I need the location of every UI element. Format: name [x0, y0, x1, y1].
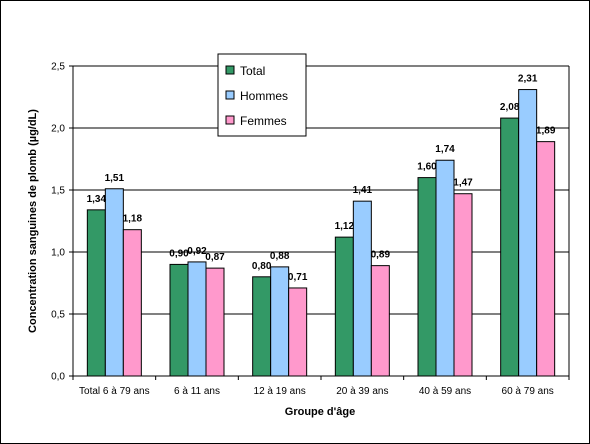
axes	[69, 65, 570, 380]
legend: Total Hommes Femmes	[217, 53, 307, 137]
y-tick-label: 0,0	[51, 372, 65, 383]
x-tick-labels: Total 6 à 79 ans 6 à 11 ans 12 à 19 ans 20 …	[79, 386, 554, 397]
data-label: 1,12	[335, 221, 355, 232]
bar-total	[86, 209, 106, 377]
legend-entry: Femmes	[240, 114, 287, 128]
bar-hommes	[518, 89, 538, 377]
x-axis-title: Groupe d'âge	[285, 406, 355, 418]
bar-femmes	[370, 265, 390, 377]
y-tick-label: 2,5	[51, 62, 65, 73]
data-label: 1,74	[435, 144, 455, 155]
data-label: 1,51	[105, 173, 125, 184]
data-label: 0,80	[252, 261, 272, 272]
bar-hommes	[352, 200, 372, 377]
y-axis-title: Concentration sanguines de plomb (µg/dL)	[27, 109, 39, 333]
bar-femmes	[205, 267, 225, 377]
legend-swatch-hommes	[225, 90, 235, 100]
bar-femmes	[536, 141, 556, 377]
data-label: 0,90	[169, 248, 189, 259]
bar-total	[252, 276, 272, 377]
legend-swatch-femmes	[225, 115, 235, 125]
x-tick-label: 20 à 39 ans	[336, 386, 388, 397]
legend-swatch-total	[225, 65, 235, 75]
data-label: 1,60	[417, 162, 437, 173]
x-tick-label: Total 6 à 79 ans	[79, 386, 150, 397]
data-label: 1,18	[123, 214, 143, 225]
data-label: 0,89	[371, 250, 391, 261]
y-tick-labels: 0,0 0,5 1,0 1,5 2,0 2,5	[51, 62, 65, 383]
bar-hommes	[435, 159, 455, 377]
x-tick-label: 40 à 59 ans	[419, 386, 471, 397]
legend-entry: Hommes	[240, 89, 288, 103]
data-label: 2,31	[518, 74, 538, 85]
data-labels: 1,34 1,51 1,18 0,900,920,87 0,800,88 0,71 1,12…	[87, 74, 556, 283]
bar-hommes	[270, 266, 290, 377]
bar-total	[500, 117, 520, 377]
data-label: 1,47	[453, 178, 473, 189]
x-tick-label: 6 à 11 ans	[174, 386, 220, 397]
gridlines	[73, 65, 569, 315]
data-label: 0,92	[187, 246, 207, 257]
y-tick-label: 1,0	[51, 248, 65, 259]
data-label: 1,34	[87, 194, 107, 205]
bar-total	[169, 263, 189, 377]
bar-total	[334, 236, 354, 377]
x-tick-label: 12 à 19 ans	[254, 386, 306, 397]
legend-entry: Total	[240, 64, 265, 78]
x-tick-label: 60 à 79 ans	[502, 386, 554, 397]
y-tick-label: 0,5	[51, 310, 65, 321]
data-label: 0,71	[288, 272, 308, 283]
bar-femmes	[288, 287, 308, 377]
data-label: 2,08	[500, 102, 520, 113]
bar-femmes	[453, 193, 473, 377]
bar-total	[417, 177, 437, 377]
y-tick-label: 1,5	[51, 186, 65, 197]
y-tick-label: 2,0	[51, 124, 65, 135]
bars	[86, 89, 556, 377]
data-label: 0,87	[205, 252, 225, 263]
bar-femmes	[122, 229, 142, 377]
data-label: 1,89	[536, 126, 556, 137]
bar-hommes	[104, 188, 124, 377]
data-label: 0,88	[270, 251, 290, 262]
data-label: 1,41	[353, 185, 373, 196]
bar-hommes	[187, 261, 207, 377]
